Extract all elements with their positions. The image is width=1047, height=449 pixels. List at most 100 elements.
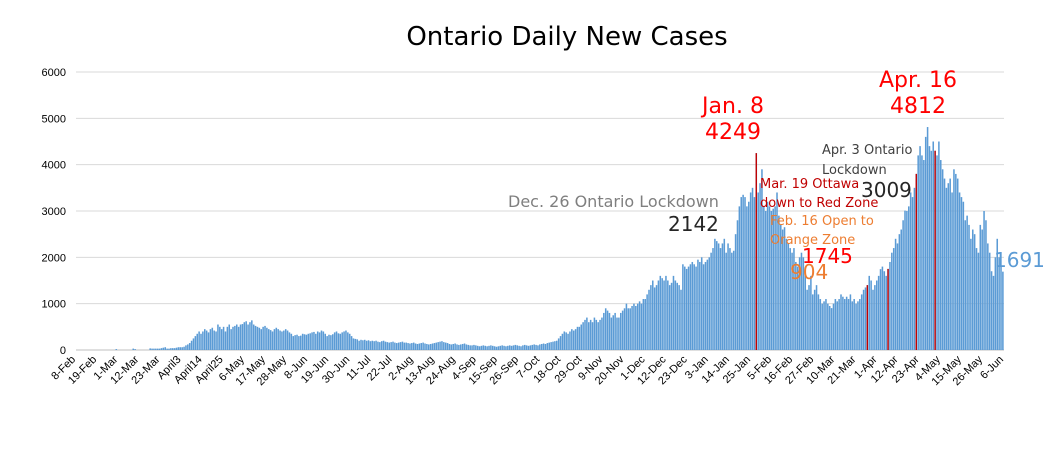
bar (840, 294, 842, 350)
x-axis: 8-Feb19-Feb1-Mar12-Mar23-MarApril3April1… (49, 353, 1006, 388)
bar (552, 341, 554, 350)
bar (550, 342, 552, 350)
bar (685, 268, 688, 350)
bar (663, 280, 665, 350)
bar (702, 264, 705, 350)
bar (249, 322, 251, 350)
bar (190, 340, 193, 350)
bar (508, 345, 511, 350)
bar (588, 322, 590, 350)
bar (497, 346, 500, 350)
bar (836, 301, 839, 350)
bar (332, 334, 334, 350)
bar (913, 187, 916, 350)
bar (522, 345, 524, 350)
bar (305, 334, 308, 350)
bar (906, 211, 908, 350)
bar (603, 312, 605, 350)
bar (815, 285, 818, 350)
bar (358, 340, 360, 350)
bar (955, 173, 957, 350)
bar (252, 324, 255, 350)
bar (465, 344, 468, 350)
bar (224, 331, 227, 350)
bar (947, 183, 950, 350)
bar (610, 317, 613, 350)
x-tick-label: 6-Jun (978, 354, 1006, 382)
bar (911, 197, 914, 350)
bar (629, 308, 631, 350)
bar (708, 257, 711, 350)
bar (586, 317, 588, 350)
bar (373, 341, 375, 350)
bar (275, 327, 278, 350)
bar (970, 238, 972, 350)
bar (680, 289, 682, 350)
bar (751, 187, 754, 350)
bar (486, 346, 488, 350)
bar (548, 342, 551, 350)
bar (994, 257, 997, 350)
bar (682, 264, 684, 350)
bar (736, 220, 739, 350)
bar (326, 336, 328, 350)
bar (377, 341, 379, 350)
bar (514, 344, 517, 350)
bar (217, 324, 219, 350)
bar (484, 345, 487, 350)
bar (727, 243, 729, 350)
bar (813, 289, 816, 350)
bar (648, 289, 650, 350)
bar (859, 299, 861, 350)
bar (556, 340, 558, 350)
bar (379, 342, 381, 350)
bar (732, 250, 735, 350)
bar (456, 344, 458, 350)
bar (173, 348, 176, 350)
bar (945, 187, 948, 350)
bar (469, 345, 471, 350)
bar (968, 224, 970, 350)
bar (832, 303, 835, 350)
bar (266, 327, 268, 350)
bar (740, 197, 743, 350)
bar (845, 296, 848, 350)
annotation: Feb. 16 Open to (770, 214, 874, 229)
bar (604, 308, 607, 350)
bar (422, 342, 424, 350)
bar (791, 252, 793, 350)
bar (448, 343, 451, 350)
y-tick-label: 4000 (42, 160, 66, 172)
bar (292, 336, 295, 350)
bar (330, 335, 332, 350)
bar (397, 342, 400, 350)
bar (220, 329, 223, 350)
bar (507, 345, 509, 350)
annotation: Orange Zone (770, 233, 855, 248)
bar (183, 346, 185, 350)
bar (396, 343, 398, 350)
bar (770, 211, 773, 350)
bar (454, 343, 456, 350)
bar (264, 325, 266, 350)
y-tick-label: 3000 (42, 206, 66, 218)
bar (595, 319, 598, 350)
bar (286, 330, 289, 350)
bar (245, 321, 247, 350)
bar (450, 344, 453, 350)
bar (177, 347, 180, 350)
bar (885, 275, 887, 350)
bar (670, 282, 673, 350)
bar (559, 336, 562, 350)
annotation: 1745 (802, 244, 853, 268)
bar (362, 340, 364, 350)
bar (341, 332, 343, 350)
bar (667, 280, 669, 350)
bar (951, 192, 953, 350)
bar (256, 326, 259, 350)
bar-series (115, 127, 1004, 350)
bar (977, 252, 980, 350)
bar (621, 310, 624, 350)
bar (213, 330, 215, 350)
annotation: 4249 (705, 120, 761, 145)
